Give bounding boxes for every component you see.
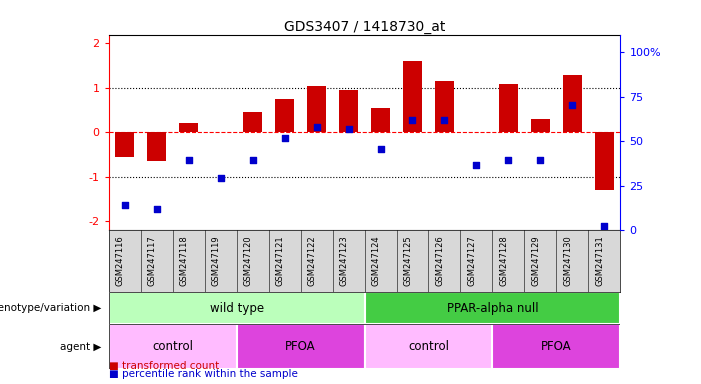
Bar [365, 324, 493, 369]
Bar [237, 324, 365, 369]
Bar [115, 132, 135, 157]
Point [119, 202, 130, 208]
Text: GSM247117: GSM247117 [148, 235, 156, 286]
Point [439, 118, 450, 124]
Point [407, 118, 418, 124]
Point [375, 146, 386, 152]
Point [343, 126, 354, 132]
Text: GSM247119: GSM247119 [212, 235, 221, 286]
Text: GSM247125: GSM247125 [404, 235, 412, 286]
Point [471, 161, 482, 167]
Bar [109, 324, 237, 369]
Title: GDS3407 / 1418730_at: GDS3407 / 1418730_at [284, 20, 445, 33]
Text: GSM247120: GSM247120 [243, 235, 252, 286]
Point [567, 102, 578, 108]
Text: ■ percentile rank within the sample: ■ percentile rank within the sample [109, 369, 297, 379]
Point [503, 157, 514, 163]
Bar [109, 292, 365, 324]
Bar [371, 108, 390, 132]
Bar [243, 113, 262, 132]
Text: ■ transformed count: ■ transformed count [109, 361, 219, 371]
Text: GSM247128: GSM247128 [499, 235, 508, 286]
Text: PPAR-alpha null: PPAR-alpha null [447, 302, 538, 314]
Text: PFOA: PFOA [285, 340, 316, 353]
Bar [435, 81, 454, 132]
Bar [179, 123, 198, 132]
Text: GSM247129: GSM247129 [531, 235, 540, 286]
Text: PFOA: PFOA [541, 340, 572, 353]
Text: GSM247122: GSM247122 [308, 235, 317, 286]
Bar [339, 90, 358, 132]
Text: control: control [152, 340, 193, 353]
Text: GSM247116: GSM247116 [116, 235, 125, 286]
Bar [499, 84, 518, 132]
Text: agent ▶: agent ▶ [60, 341, 102, 352]
Point [215, 175, 226, 181]
Bar [563, 74, 582, 132]
Bar [493, 324, 620, 369]
Point [279, 135, 290, 141]
Point [183, 157, 194, 163]
Text: GSM247123: GSM247123 [339, 235, 348, 286]
Point [599, 223, 610, 229]
Point [311, 124, 322, 130]
Text: GSM247124: GSM247124 [372, 235, 381, 286]
Bar [275, 99, 294, 132]
Text: GSM247127: GSM247127 [468, 235, 477, 286]
Text: GSM247131: GSM247131 [595, 235, 604, 286]
Text: GSM247126: GSM247126 [435, 235, 444, 286]
Text: GSM247130: GSM247130 [564, 235, 573, 286]
Text: GSM247121: GSM247121 [275, 235, 285, 286]
Point [535, 157, 546, 163]
Bar [365, 292, 620, 324]
Bar [531, 119, 550, 132]
Text: genotype/variation ▶: genotype/variation ▶ [0, 303, 102, 313]
Bar [307, 86, 326, 132]
Bar [595, 132, 614, 190]
Bar [403, 61, 422, 132]
Point [247, 157, 258, 163]
Text: wild type: wild type [210, 302, 264, 314]
Point [151, 206, 162, 212]
Bar [147, 132, 166, 161]
Text: GSM247118: GSM247118 [179, 235, 189, 286]
Text: control: control [408, 340, 449, 353]
